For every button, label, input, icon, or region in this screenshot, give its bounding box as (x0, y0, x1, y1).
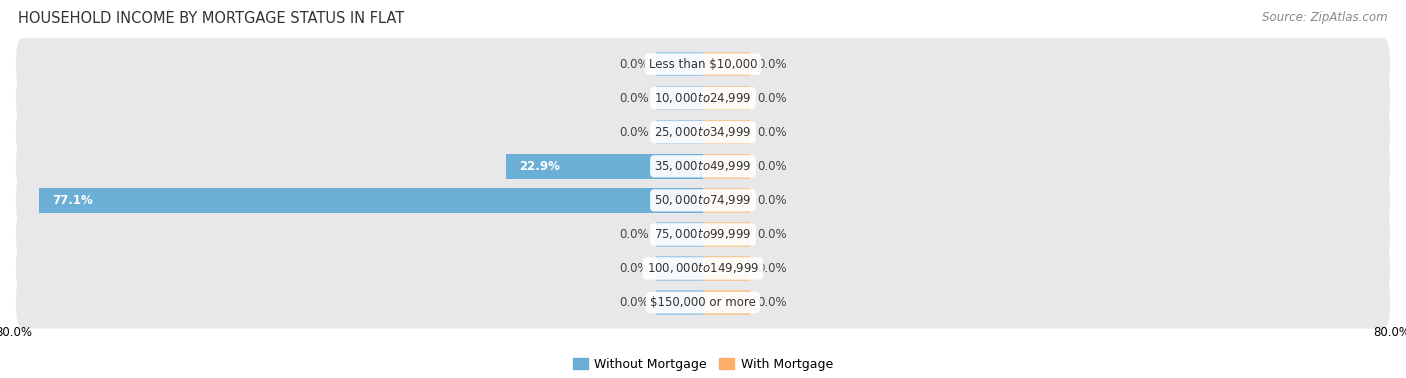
Text: $35,000 to $49,999: $35,000 to $49,999 (654, 159, 752, 173)
Legend: Without Mortgage, With Mortgage: Without Mortgage, With Mortgage (568, 353, 838, 376)
Text: 0.0%: 0.0% (758, 296, 787, 309)
Text: 0.0%: 0.0% (619, 262, 648, 275)
Bar (703, 188, 751, 213)
Text: 0.0%: 0.0% (758, 57, 787, 71)
FancyBboxPatch shape (15, 243, 1391, 294)
Text: 0.0%: 0.0% (619, 91, 648, 105)
Bar (655, 256, 703, 281)
Bar (703, 222, 751, 247)
Bar (703, 290, 751, 315)
Bar (703, 256, 751, 281)
Text: 0.0%: 0.0% (758, 228, 787, 241)
Bar (655, 52, 703, 76)
Bar (703, 86, 751, 110)
FancyBboxPatch shape (15, 38, 1391, 90)
Bar (703, 120, 751, 144)
Text: $150,000 or more: $150,000 or more (650, 296, 756, 309)
Bar (655, 120, 703, 144)
Text: HOUSEHOLD INCOME BY MORTGAGE STATUS IN FLAT: HOUSEHOLD INCOME BY MORTGAGE STATUS IN F… (18, 11, 405, 26)
Text: $75,000 to $99,999: $75,000 to $99,999 (654, 228, 752, 242)
Bar (703, 52, 751, 76)
FancyBboxPatch shape (15, 72, 1391, 124)
Text: Less than $10,000: Less than $10,000 (648, 57, 758, 71)
Text: 0.0%: 0.0% (619, 296, 648, 309)
Bar (655, 290, 703, 315)
Text: 0.0%: 0.0% (758, 91, 787, 105)
Text: 0.0%: 0.0% (758, 194, 787, 207)
FancyBboxPatch shape (15, 175, 1391, 226)
FancyBboxPatch shape (15, 277, 1391, 328)
Text: 0.0%: 0.0% (758, 126, 787, 139)
Bar (655, 222, 703, 247)
Text: 77.1%: 77.1% (52, 194, 93, 207)
FancyBboxPatch shape (15, 106, 1391, 158)
Text: 0.0%: 0.0% (758, 160, 787, 173)
Text: 0.0%: 0.0% (758, 262, 787, 275)
Text: $25,000 to $34,999: $25,000 to $34,999 (654, 125, 752, 139)
Bar (655, 86, 703, 110)
Bar (39, 188, 703, 213)
Text: 0.0%: 0.0% (619, 126, 648, 139)
Text: Source: ZipAtlas.com: Source: ZipAtlas.com (1263, 11, 1388, 24)
Text: $100,000 to $149,999: $100,000 to $149,999 (647, 262, 759, 276)
Text: $50,000 to $74,999: $50,000 to $74,999 (654, 194, 752, 208)
FancyBboxPatch shape (15, 209, 1391, 260)
Bar (506, 154, 703, 178)
FancyBboxPatch shape (15, 140, 1391, 192)
Text: $10,000 to $24,999: $10,000 to $24,999 (654, 91, 752, 105)
Text: 22.9%: 22.9% (519, 160, 560, 173)
Text: 0.0%: 0.0% (619, 57, 648, 71)
Bar (703, 154, 751, 178)
Text: 0.0%: 0.0% (619, 228, 648, 241)
